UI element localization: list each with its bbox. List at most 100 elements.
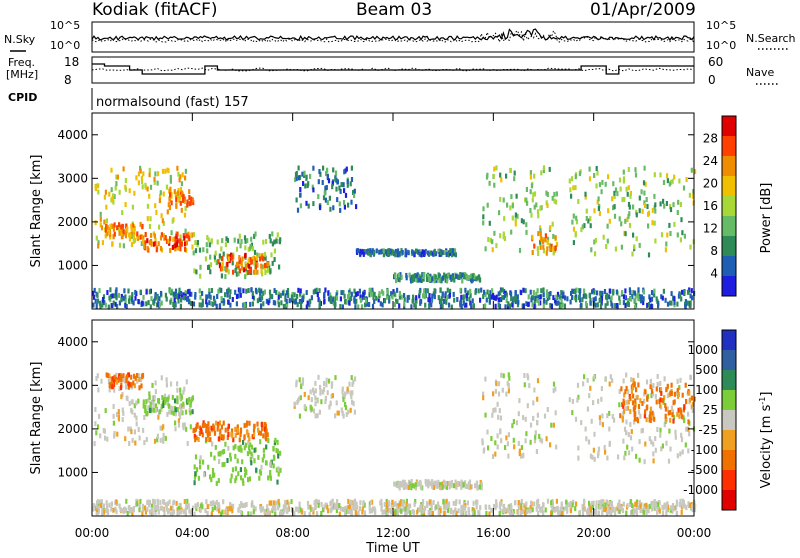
scatter-cell bbox=[417, 249, 420, 255]
scatter-cell bbox=[618, 499, 621, 505]
scatter-cell bbox=[324, 197, 327, 203]
scatter-cell bbox=[514, 217, 517, 223]
scatter-cell bbox=[198, 431, 201, 436]
scatter-cell bbox=[537, 294, 540, 300]
scatter-cell bbox=[188, 288, 191, 294]
scatter-cell bbox=[183, 386, 186, 392]
scatter-cell bbox=[362, 251, 365, 257]
scatter-cell bbox=[165, 503, 168, 509]
scatter-cell bbox=[683, 233, 686, 239]
scatter-cell bbox=[336, 179, 339, 185]
scatter-cell bbox=[583, 505, 586, 511]
nave-trace bbox=[91, 67, 695, 72]
scatter-cell bbox=[128, 298, 131, 304]
scatter-cell bbox=[682, 185, 686, 191]
scatter-cell bbox=[208, 293, 211, 299]
scatter-cell bbox=[455, 510, 458, 516]
colorbar-tick-label: 4 bbox=[710, 267, 718, 281]
scatter-cell bbox=[157, 398, 160, 404]
scatter-cell bbox=[385, 498, 388, 504]
scatter-cell bbox=[193, 464, 196, 470]
scatter-cell bbox=[679, 202, 682, 207]
scatter-cell bbox=[628, 287, 631, 293]
scatter-cell bbox=[295, 379, 298, 385]
scatter-cell bbox=[437, 248, 440, 254]
scatter-cell bbox=[443, 504, 446, 510]
scatter-cell bbox=[174, 411, 177, 417]
colorbar-tick-label: -25 bbox=[698, 423, 718, 437]
scatter-cell bbox=[681, 498, 684, 504]
scatter-cell bbox=[108, 502, 111, 508]
scatter-cell bbox=[274, 506, 277, 512]
scatter-cell bbox=[574, 185, 577, 191]
scatter-cell bbox=[609, 374, 612, 380]
scatter-cell bbox=[113, 387, 116, 393]
scatter-cell bbox=[92, 294, 96, 300]
scatter-cell bbox=[391, 499, 394, 505]
scatter-cell bbox=[256, 421, 259, 427]
scatter-cell bbox=[618, 509, 621, 514]
scatter-cell bbox=[484, 412, 487, 418]
scatter-cell bbox=[631, 446, 634, 452]
freq-tick-high: 18 bbox=[64, 55, 79, 69]
scatter-cell bbox=[589, 507, 592, 513]
scatter-cell bbox=[133, 230, 136, 236]
scatter-cell bbox=[482, 294, 485, 300]
scatter-cell bbox=[422, 272, 425, 278]
scatter-cell bbox=[524, 288, 527, 294]
scatter-cell bbox=[207, 265, 210, 270]
scatter-cell bbox=[507, 372, 510, 378]
scatter-cell bbox=[452, 483, 455, 489]
scatter-cell bbox=[529, 170, 532, 176]
scatter-cell bbox=[194, 240, 197, 245]
scatter-cell bbox=[182, 197, 185, 203]
scatter-cell bbox=[651, 410, 654, 416]
scatter-cell bbox=[560, 504, 563, 510]
scatter-cell bbox=[449, 248, 452, 254]
scatter-cell bbox=[406, 295, 409, 301]
scatter-cell bbox=[588, 176, 592, 182]
scatter-cell bbox=[270, 252, 273, 258]
scatter-cell bbox=[189, 399, 193, 405]
scatter-cell bbox=[672, 506, 675, 512]
scatter-cell bbox=[630, 377, 633, 383]
scatter-cell bbox=[287, 293, 290, 298]
scatter-cell bbox=[221, 255, 224, 261]
scatter-cell bbox=[429, 481, 432, 487]
scatter-cell bbox=[181, 410, 184, 416]
scatter-cell bbox=[433, 294, 436, 300]
scatter-cell bbox=[154, 509, 157, 515]
scatter-cell bbox=[176, 395, 179, 401]
scatter-cell bbox=[97, 189, 100, 195]
scatter-cell bbox=[631, 503, 634, 509]
scatter-cell bbox=[247, 258, 250, 264]
scatter-cell bbox=[185, 233, 188, 239]
scatter-cell bbox=[268, 233, 271, 239]
scatter-cell bbox=[131, 233, 134, 239]
scatter-cell bbox=[115, 291, 118, 297]
scatter-cell bbox=[266, 432, 269, 438]
scatter-cell bbox=[476, 499, 479, 505]
scatter-cell bbox=[467, 275, 470, 280]
scatter-cell bbox=[300, 304, 303, 310]
scatter-cell bbox=[363, 502, 366, 508]
scatter-cell bbox=[277, 299, 280, 305]
scatter-cell bbox=[443, 510, 446, 516]
scatter-cell bbox=[120, 230, 123, 236]
scatter-cell bbox=[218, 263, 222, 269]
scatter-cell bbox=[502, 231, 505, 237]
scatter-cell bbox=[431, 479, 434, 485]
scatter-cell bbox=[505, 298, 508, 304]
scatter-cell bbox=[670, 179, 673, 185]
scatter-cell bbox=[371, 248, 374, 254]
scatter-cell bbox=[246, 430, 249, 436]
scatter-cell bbox=[444, 291, 447, 297]
scatter-cell bbox=[488, 511, 491, 517]
scatter-cell bbox=[484, 246, 487, 252]
scatter-cell bbox=[623, 392, 626, 398]
scatter-cell bbox=[616, 505, 619, 511]
scatter-cell bbox=[127, 505, 130, 511]
scatter-cell bbox=[240, 239, 243, 244]
scatter-cell bbox=[185, 503, 188, 509]
scatter-cell bbox=[316, 413, 319, 419]
